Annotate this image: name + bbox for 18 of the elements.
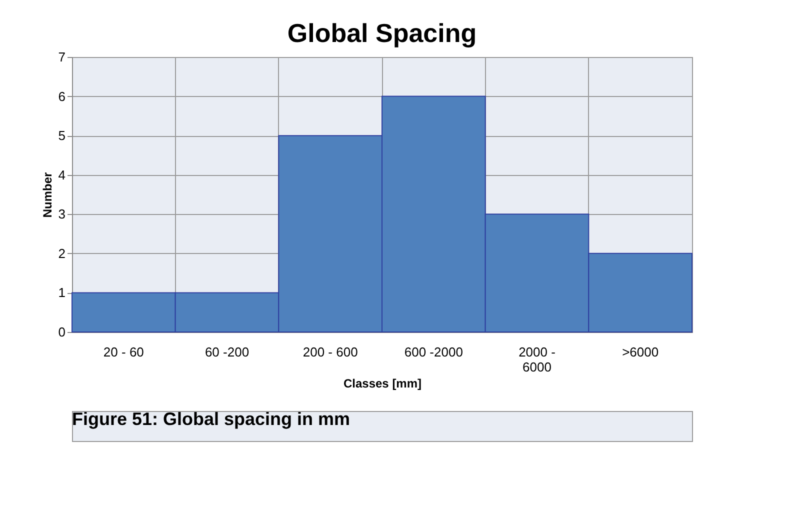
- x-tick-label: 20 - 60: [103, 344, 144, 360]
- y-tick-label: 7: [58, 50, 66, 64]
- x-tick-label: 200 - 600: [302, 344, 358, 360]
- x-tick-label: 600 -2000: [404, 344, 463, 360]
- y-axis-title: Number: [40, 172, 54, 218]
- y-tick-label: 5: [58, 128, 66, 144]
- y-tick-label: 3: [58, 206, 66, 222]
- x-tick-label: >6000: [622, 344, 659, 360]
- y-tick-label: 0: [58, 324, 66, 340]
- y-tick-label: 6: [58, 88, 66, 104]
- y-tick-label: 1: [58, 285, 66, 300]
- y-tick-label: 4: [58, 167, 66, 182]
- caption: Figure 51: Global spacing in mm: [72, 409, 350, 429]
- x-tick-label: 2000 - 6000: [518, 344, 556, 374]
- x-axis-title: Classes [mm]: [343, 376, 422, 390]
- chart-title: Global Spacing: [287, 18, 477, 48]
- y-tick-label: 2: [58, 246, 66, 261]
- x-tick-label: 60 -200: [204, 344, 250, 360]
